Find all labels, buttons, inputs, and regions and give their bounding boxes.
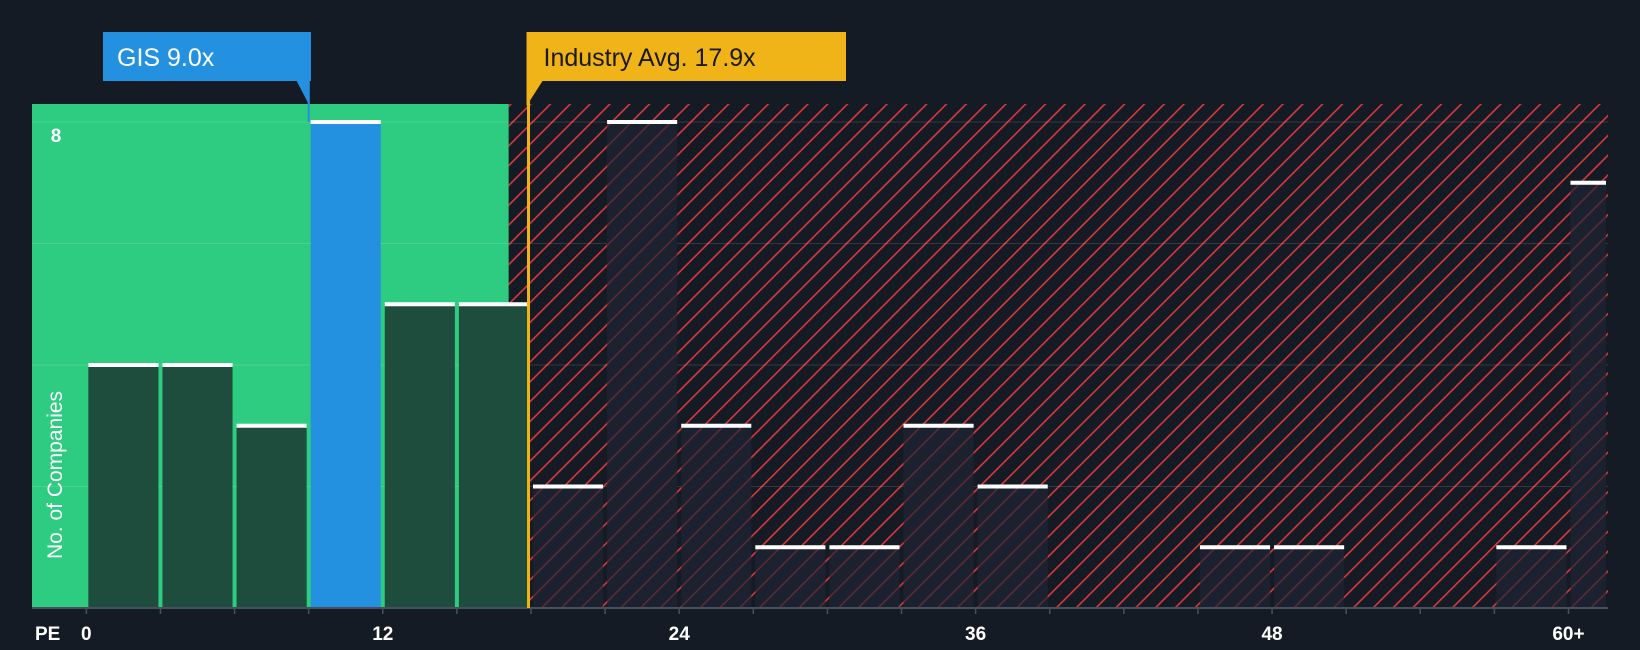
histogram-bar (1274, 547, 1345, 608)
histogram-bar (1199, 547, 1271, 608)
histogram-bar (532, 486, 604, 608)
histogram-bar (755, 547, 826, 608)
bar-cap (607, 120, 678, 124)
x-tick-label: 12 (372, 624, 393, 645)
company-bar (310, 122, 381, 608)
bar-cap (532, 484, 604, 489)
histogram-bar (162, 365, 233, 608)
histogram-bar (1496, 547, 1567, 608)
industry-avg-label: Industry Avg. 17.9x (544, 44, 757, 72)
x-tick-label: 24 (669, 624, 691, 645)
x-axis-label: PE (35, 624, 60, 645)
bar-cap (384, 302, 455, 307)
company-callout: GIS 9.0x (103, 32, 311, 106)
bar-cap (681, 423, 752, 428)
histogram-bar (607, 122, 678, 608)
bar-cap (903, 423, 974, 428)
x-tick-label: 36 (965, 624, 986, 645)
company-label: GIS 9.0x (117, 44, 215, 72)
bar-cap (755, 545, 826, 550)
x-tick-label: 48 (1261, 624, 1282, 645)
histogram-bar (88, 365, 159, 608)
bar-cap (1570, 180, 1606, 185)
bar-cap (1199, 545, 1271, 550)
bar-cap (88, 363, 159, 367)
bar-cap (310, 120, 381, 124)
histogram-bar (977, 486, 1048, 608)
y-axis-label: No. of Companies (44, 391, 67, 559)
histogram-bar (903, 425, 974, 608)
x-tick-label: 60+ (1552, 624, 1584, 645)
histogram-bar (458, 304, 529, 608)
histogram-bar (384, 304, 455, 608)
bar-cap (1496, 545, 1567, 550)
y-tick-label: 8 (51, 126, 62, 147)
histogram-bar (829, 547, 900, 608)
industry-avg-callout: Industry Avg. 17.9x (526, 32, 846, 106)
x-tick-label: 0 (81, 624, 92, 645)
bar-cap (829, 545, 900, 550)
histogram-bar (236, 425, 307, 608)
bar-cap (458, 302, 529, 307)
bar-cap (236, 423, 307, 428)
histogram-bar (681, 425, 752, 608)
histogram-bar (1570, 182, 1606, 608)
bar-cap (1274, 545, 1345, 550)
bar-cap (977, 484, 1048, 489)
bar-cap (162, 363, 233, 367)
